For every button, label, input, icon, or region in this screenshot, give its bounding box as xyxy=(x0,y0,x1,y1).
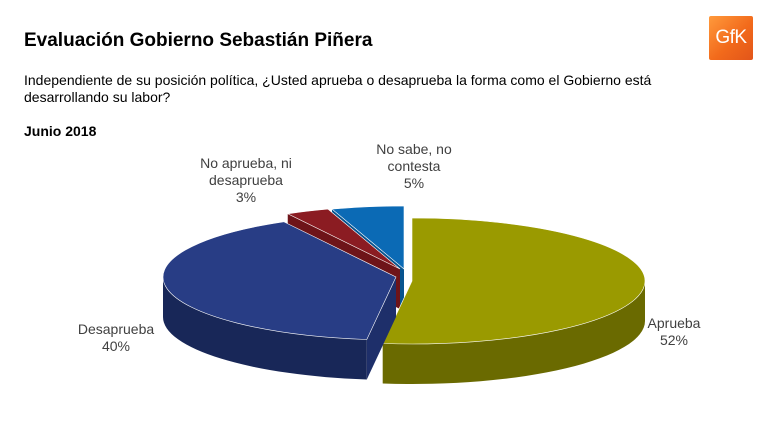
slice-value-0: 52% xyxy=(660,332,688,348)
period-label: Junio 2018 xyxy=(24,123,97,139)
pie-tops: Aprueba 52% Desaprueba 40% No aprueba, ni des… xyxy=(78,141,701,354)
slice-name-3-1: contesta xyxy=(388,158,441,174)
chart-title: Evaluación Gobierno Sebastián Piñera xyxy=(24,30,373,51)
pie-slice-rim-0-0 xyxy=(382,281,645,385)
slice-label-2: No aprueba, ni desaprueba 3% xyxy=(200,155,292,205)
gfk-logo: GfK xyxy=(709,16,753,60)
pie-slice-top-2 xyxy=(286,208,401,270)
pie-slice-top-0 xyxy=(382,217,646,345)
pie-slice-top-3 xyxy=(331,205,405,270)
slice-label-0: Aprueba 52% xyxy=(648,315,701,348)
slice-name-2-0: No aprueba, ni xyxy=(200,155,292,171)
slice-name-3-0: No sabe, no xyxy=(376,141,452,157)
slice-label-3: No sabe, no contesta 5% xyxy=(376,141,452,191)
logo-text: GfK xyxy=(715,27,747,48)
pie-slice-top-1 xyxy=(162,221,397,340)
slice-value-1: 40% xyxy=(102,338,130,354)
pie-slice-1 xyxy=(162,221,397,380)
slice-name-1-0: Desaprueba xyxy=(78,321,154,337)
slice-value-3: 5% xyxy=(404,175,424,191)
slice-name-2-1: desaprueba xyxy=(209,172,283,188)
pie-sides xyxy=(162,205,646,385)
slice-name-0-0: Aprueba xyxy=(648,315,701,331)
pie-slice-rim-1-0 xyxy=(163,277,367,380)
pie-slice-0 xyxy=(382,217,646,385)
slice-label-1: Desaprueba 40% xyxy=(78,321,154,354)
slice-value-2: 3% xyxy=(236,189,256,205)
survey-question: Independiente de su posición política, ¿… xyxy=(24,72,652,105)
